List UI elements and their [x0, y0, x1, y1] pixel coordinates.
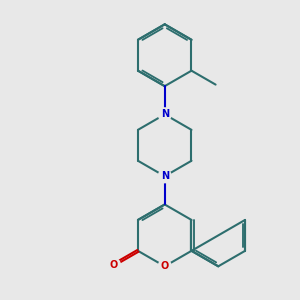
Text: N: N [161, 171, 169, 181]
Text: O: O [110, 260, 118, 270]
Circle shape [158, 260, 171, 273]
Text: O: O [160, 261, 169, 271]
Text: N: N [161, 110, 169, 119]
Circle shape [107, 258, 120, 271]
Circle shape [158, 108, 171, 121]
Circle shape [158, 170, 171, 183]
